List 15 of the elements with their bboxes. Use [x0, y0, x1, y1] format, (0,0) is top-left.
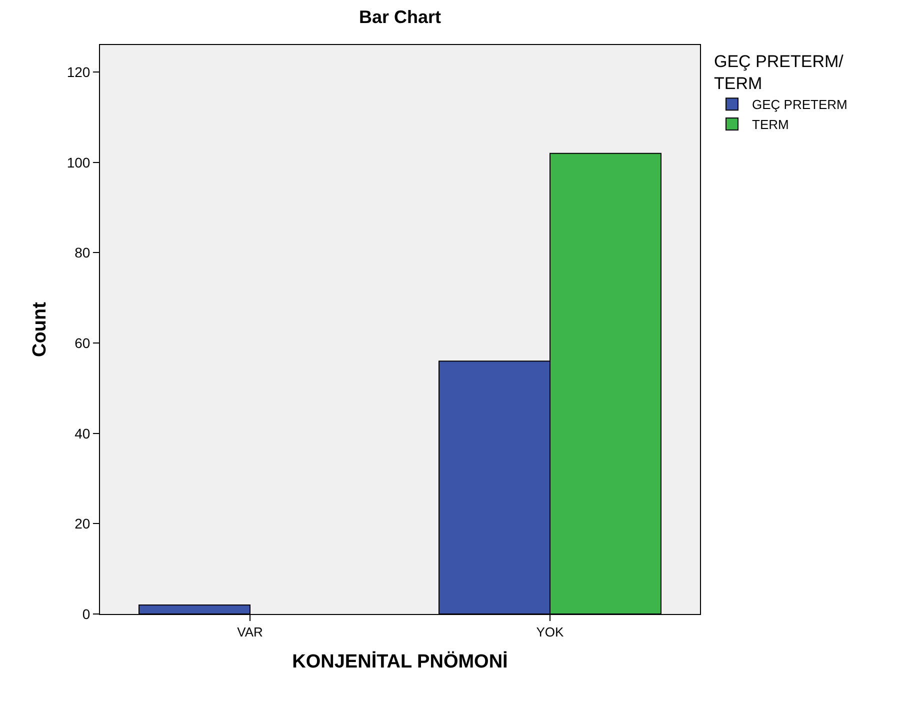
x-tick-label: YOK — [536, 624, 564, 640]
y-tick-label: 60 — [74, 334, 90, 351]
y-tick-label: 80 — [74, 244, 90, 261]
chart-title: Bar Chart — [358, 7, 442, 28]
legend-title: GEÇ PRETERM/ TERM — [714, 52, 844, 94]
y-tick-label: 40 — [74, 425, 90, 442]
x-axis-title: KONJENİTAL PNÖMONİ — [292, 650, 508, 672]
y-tick-label: 0 — [82, 606, 90, 622]
y-tick-label: 120 — [66, 64, 90, 80]
y-tick-label: 100 — [66, 154, 90, 170]
y-axis-title: Count — [30, 301, 51, 357]
legend-label: TERM — [752, 117, 789, 132]
y-tick-label: 20 — [74, 516, 90, 532]
legend-label: GEÇ PRETERM — [752, 97, 848, 112]
x-tick-label: VAR — [237, 624, 263, 640]
